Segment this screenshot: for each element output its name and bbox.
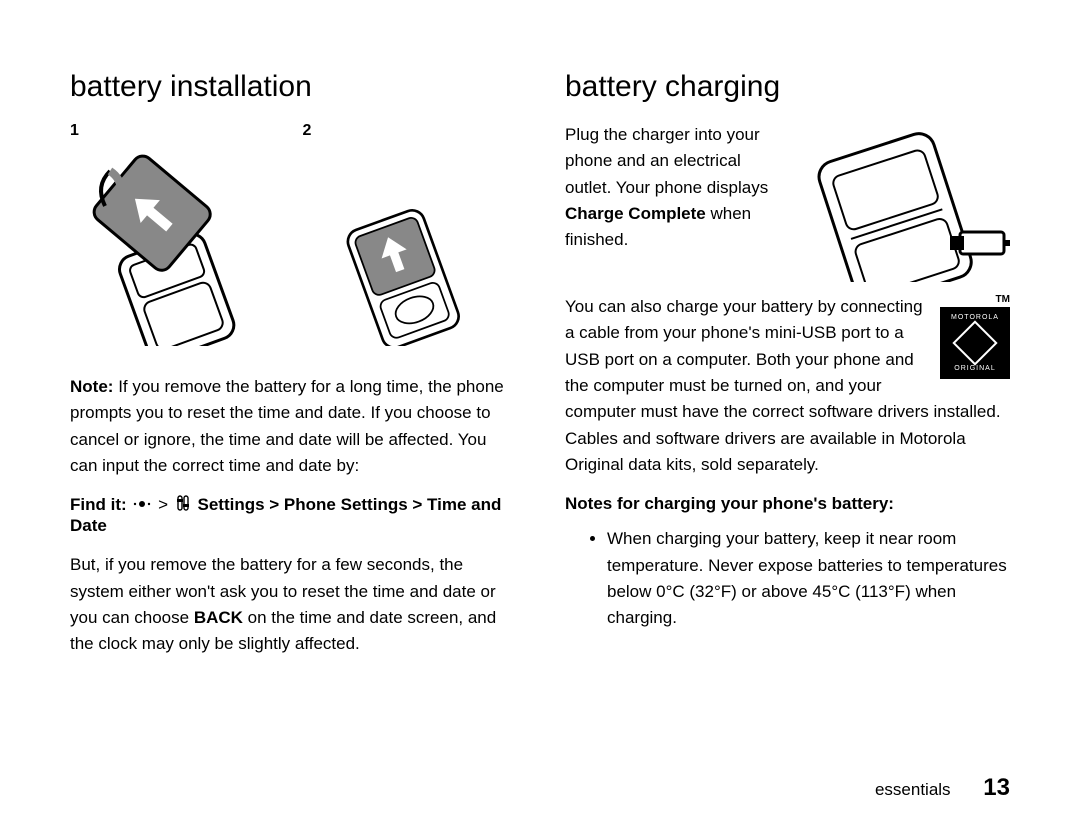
logo-box: MOTOROLA ORIGINAL — [940, 307, 1010, 379]
plug-a: Plug the charger into your phone and an … — [565, 125, 768, 197]
plug-bold: Charge Complete — [565, 204, 706, 223]
diamond-icon — [952, 320, 997, 365]
step-1-illustration — [70, 146, 250, 346]
charging-intro-row: Plug the charger into your phone and an … — [565, 122, 1010, 282]
note-paragraph: Note: If you remove the battery for a lo… — [70, 374, 515, 479]
note-label: Note: — [70, 377, 113, 396]
footer-page-number: 13 — [983, 774, 1010, 801]
heading-battery-charging: battery charging — [565, 70, 1010, 104]
step-2-number: 2 — [303, 122, 516, 140]
left-column: battery installation 1 — [70, 70, 515, 750]
charging-illustration — [800, 122, 1010, 282]
back-word: BACK — [194, 608, 243, 627]
step-2: 2 — [303, 122, 516, 346]
notes-heading: Notes for charging your phone's battery: — [565, 494, 1010, 514]
page-footer: essentials 13 — [875, 774, 1010, 802]
footer-section: essentials — [875, 780, 951, 799]
right-column: battery charging Plug the charger into y… — [565, 70, 1010, 750]
plug-paragraph: Plug the charger into your phone and an … — [565, 122, 786, 254]
center-key-icon — [133, 496, 151, 516]
settings-icon — [175, 495, 191, 516]
logo-bottom-text: ORIGINAL — [954, 365, 995, 372]
usb-paragraph-wrap: TM MOTOROLA ORIGINAL You can also charge… — [565, 294, 1010, 494]
list-item: When charging your battery, keep it near… — [607, 526, 1010, 631]
installation-steps: 1 — [70, 122, 515, 346]
note-text: If you remove the battery for a long tim… — [70, 377, 504, 475]
logo-tm: TM — [940, 294, 1010, 305]
step-2-illustration — [303, 146, 483, 346]
step-1-number: 1 — [70, 122, 283, 140]
step-1: 1 — [70, 122, 283, 346]
motorola-original-logo: TM MOTOROLA ORIGINAL — [940, 294, 1010, 379]
find-it-line: Find it: > Settings > Phone Settings > T… — [70, 495, 515, 536]
find-it-label: Find it: — [70, 495, 127, 514]
heading-battery-installation: battery installation — [70, 70, 515, 104]
notes-list: When charging your battery, keep it near… — [565, 526, 1010, 631]
back-paragraph: But, if you remove the battery for a few… — [70, 552, 515, 657]
